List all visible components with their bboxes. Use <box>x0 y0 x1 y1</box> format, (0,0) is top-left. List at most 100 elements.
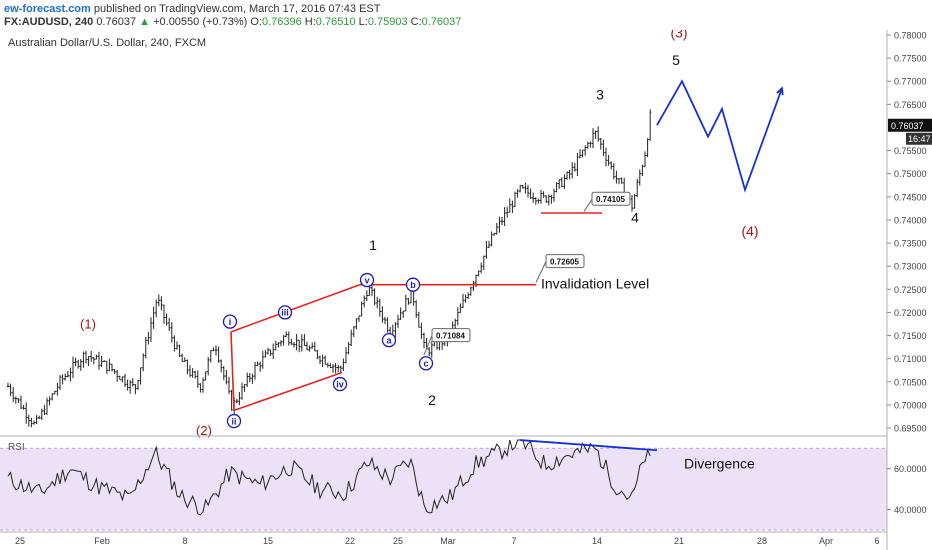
wave4-price-tag <box>591 191 631 206</box>
price-tick-label: 0.73500 <box>894 239 927 249</box>
ohlc-line: FX:AUDUSD, 240 0.76037 ▲ +0.00550 (+0.73… <box>4 16 461 28</box>
time-tick-label: 8 <box>182 536 187 546</box>
change-value: +0.00550 (+0.73%) <box>153 16 248 28</box>
subwave-circle <box>222 314 238 329</box>
wave-label: (3) <box>670 30 687 40</box>
projection-arrow-icon <box>776 86 784 96</box>
time-tick-label: 7 <box>511 536 516 546</box>
wave-label: (1) <box>80 317 96 332</box>
time-tick-label: Feb <box>94 536 110 546</box>
time-tick-label: 21 <box>674 536 684 546</box>
time-tick-label: 25 <box>15 536 25 546</box>
subwave-circle <box>226 413 242 429</box>
rsi-tick-label: 40.0000 <box>894 505 927 515</box>
price-tick-label: 0.71500 <box>894 331 927 341</box>
subwave-label: v <box>364 275 369 285</box>
time-tick-label: 6 <box>874 536 879 546</box>
wave-label: (4) <box>741 223 758 239</box>
subwave-label: i <box>229 317 232 327</box>
subwave-circle <box>381 333 397 348</box>
price-tick-label: 0.69500 <box>894 424 927 434</box>
low-price-tag-text: 0.71084 <box>436 332 465 341</box>
price-tick-label: 0.73000 <box>894 262 927 272</box>
wave4-price-tag-text: 0.74105 <box>596 195 625 204</box>
last-price-tag-text: 0.76037 <box>891 121 924 131</box>
subwave-label: iv <box>336 379 344 389</box>
projection-path <box>656 79 783 193</box>
high-value: 0.76510 <box>315 16 356 28</box>
time-tick-label: 28 <box>757 536 767 546</box>
rsi-tick-label: 60.0000 <box>894 464 927 474</box>
wave-label: 4 <box>631 209 639 225</box>
channel-upper-line <box>230 283 361 333</box>
wave-label: 3 <box>596 87 604 103</box>
change-arrow-icon: ▲ <box>139 16 151 28</box>
rsi-line <box>7 439 651 516</box>
invalidation-price-tag-pointer <box>535 261 547 283</box>
subwave-label: ii <box>231 416 236 426</box>
price-tick-label: 0.77500 <box>894 54 927 64</box>
time-tick-label: 14 <box>592 536 602 546</box>
brand-link[interactable]: ew-forecast.com <box>4 3 91 15</box>
invalidation-price-tag <box>545 254 585 269</box>
wave-label: 5 <box>672 52 680 68</box>
wave4-price-tag-pointer <box>583 198 593 212</box>
divergence-label: Divergence <box>684 456 755 472</box>
high-label: H: <box>304 16 316 28</box>
price-tick-label: 0.77000 <box>894 77 927 87</box>
subwave-circle <box>277 305 293 320</box>
price-tick-label: 0.71000 <box>894 354 927 364</box>
subwave-circle <box>405 277 421 292</box>
last-price-tag <box>888 118 932 132</box>
low-value: 0.75903 <box>367 16 408 28</box>
wave-label: 2 <box>428 392 436 408</box>
time-tick-label: Mar <box>440 536 456 546</box>
price-tick-label: 0.70500 <box>894 377 927 387</box>
divergence-line <box>519 439 658 452</box>
price-tick-label: 0.75000 <box>894 169 927 179</box>
open-label: O: <box>250 16 262 28</box>
open-value: 0.76396 <box>261 16 302 28</box>
low-price-tag <box>431 328 471 343</box>
rsi-label: RSI <box>8 442 25 453</box>
price-tick-label: 0.75500 <box>894 146 927 156</box>
countdown-tag <box>906 132 932 145</box>
subwave-circle <box>332 376 348 392</box>
subwave-circle <box>359 272 375 288</box>
countdown-tag-text: 16:47 <box>908 134 931 144</box>
symbol-label: FX:AUDUSD, 240 <box>4 16 94 28</box>
price-tick-label: 0.78000 <box>894 31 927 41</box>
rsi-band <box>0 448 887 530</box>
chart-title: Australian Dollar/U.S. Dollar, 240, FXCM <box>8 37 206 49</box>
close-label: C: <box>410 16 422 28</box>
subwave-label: c <box>423 359 428 369</box>
price-tick-label: 0.76500 <box>894 100 927 110</box>
invalidation-label: Invalidation Level <box>541 276 649 292</box>
subwave-label: iii <box>281 308 289 318</box>
chart-header: ew-forecast.com published on TradingView… <box>0 0 932 30</box>
subwave-label: a <box>386 335 392 345</box>
price-tick-label: 0.74000 <box>894 215 927 225</box>
channel-left-line <box>230 331 235 411</box>
close-value: 0.76037 <box>421 16 462 28</box>
price-tick-label: 0.70000 <box>894 400 927 410</box>
time-tick-label: 22 <box>345 536 355 546</box>
time-tick-label: Apr <box>819 536 833 546</box>
subwave-circle <box>418 356 434 371</box>
invalidation-price-tag-text: 0.72605 <box>550 258 579 267</box>
low-label: L: <box>358 16 368 28</box>
subwave-label: b <box>410 280 416 290</box>
low-price-tag-pointer <box>423 335 433 356</box>
publish-info: published on TradingView.com, March 17, … <box>93 3 381 15</box>
price-tick-label: 0.72000 <box>894 308 927 318</box>
wave-label: 1 <box>369 237 377 253</box>
wave-label: (2) <box>196 423 212 438</box>
last-price: 0.76037 <box>96 16 137 28</box>
main-pane <box>0 30 887 433</box>
publish-line: ew-forecast.com published on TradingView… <box>4 3 380 15</box>
time-tick-label: 25 <box>393 536 403 546</box>
chart-canvas[interactable]: Invalidation Level0.726050.710840.74105 … <box>0 30 932 550</box>
price-tick-label: 0.72500 <box>894 285 927 295</box>
channel-lower-line <box>233 371 343 412</box>
time-tick-label: 15 <box>263 536 273 546</box>
